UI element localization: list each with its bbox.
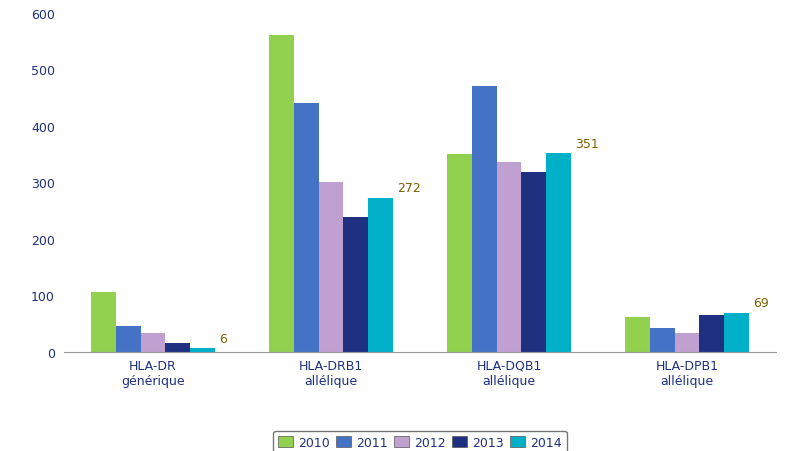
Bar bbox=[116, 327, 141, 352]
Bar bbox=[472, 87, 497, 352]
Bar bbox=[343, 217, 368, 352]
Bar bbox=[724, 313, 750, 352]
Bar bbox=[522, 172, 546, 352]
Text: 272: 272 bbox=[397, 182, 421, 195]
Bar bbox=[269, 36, 294, 352]
Bar bbox=[546, 154, 571, 352]
Bar bbox=[294, 104, 318, 352]
Bar bbox=[368, 198, 394, 352]
Legend: 2010, 2011, 2012, 2013, 2014: 2010, 2011, 2012, 2013, 2014 bbox=[274, 431, 566, 451]
Text: 351: 351 bbox=[575, 138, 598, 151]
Bar bbox=[141, 333, 166, 352]
Bar bbox=[90, 292, 116, 352]
Bar bbox=[497, 163, 522, 352]
Bar bbox=[674, 334, 699, 352]
Bar bbox=[650, 328, 674, 352]
Bar bbox=[318, 183, 343, 352]
Bar bbox=[166, 343, 190, 352]
Bar bbox=[699, 316, 724, 352]
Text: 6: 6 bbox=[219, 332, 226, 345]
Bar bbox=[446, 155, 472, 352]
Bar bbox=[190, 348, 215, 352]
Text: 69: 69 bbox=[753, 296, 769, 309]
Bar bbox=[625, 317, 650, 352]
